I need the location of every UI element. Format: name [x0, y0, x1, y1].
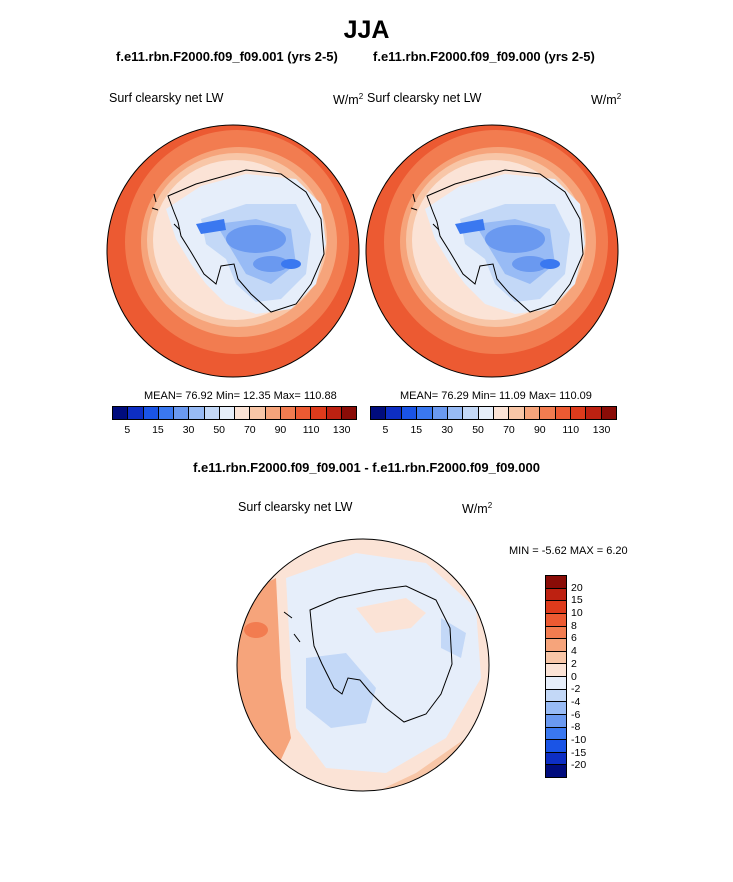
colorbar-tick-label: 4	[571, 645, 577, 658]
polar-map-diff	[236, 538, 490, 792]
panel-label-2: Surf clearsky net LW	[367, 91, 482, 105]
panel-label-1: Surf clearsky net LW	[109, 91, 224, 105]
colorbar-tick-label: 0	[571, 670, 577, 683]
colorbar-tick-label: 10	[571, 607, 583, 620]
colorbar-swatch	[546, 626, 566, 640]
colorbar-tick-label: -2	[571, 683, 581, 696]
colorbar-swatch	[174, 407, 190, 419]
colorbar-swatch	[311, 407, 327, 419]
colorbar-swatch	[235, 407, 251, 419]
colorbar-tick-label: -15	[571, 746, 587, 759]
colorbar-swatch	[555, 407, 571, 419]
colorbar-tick-label: 2	[571, 657, 577, 670]
colorbar-swatch	[326, 407, 342, 419]
colorbar-tick-label: -8	[571, 721, 581, 734]
colorbar-swatch	[546, 752, 566, 766]
polar-map-1	[106, 124, 360, 378]
units-1: W/m2	[333, 92, 364, 107]
colorbar-swatch	[463, 407, 479, 419]
colorbar-tick-label: -10	[571, 733, 587, 746]
colorbar-swatch	[341, 407, 356, 419]
colorbar-tick-label: 90	[274, 424, 287, 436]
colorbar-tick-label: 50	[472, 424, 484, 436]
colorbar-tick-label: 90	[533, 424, 546, 436]
colorbar-tick-label: 6	[571, 632, 577, 645]
case-title-2: f.e11.rbn.F2000.f09_f09.000 (yrs 2-5)	[373, 49, 595, 64]
colorbar-swatch	[540, 407, 556, 419]
colorbar-tick-label: 5	[124, 424, 131, 436]
colorbar-swatch	[296, 407, 312, 419]
colorbar-tick-label: 130	[592, 424, 611, 436]
colorbar-swatch	[524, 407, 541, 419]
colorbar-swatch	[546, 677, 566, 690]
colorbar-swatch	[546, 765, 566, 777]
colorbar-swatch	[189, 407, 205, 419]
colorbar-swatch	[546, 576, 566, 589]
colorbar-swatch	[546, 588, 566, 602]
colorbar-swatch	[546, 601, 566, 614]
colorbar-swatch	[128, 407, 144, 419]
polar-map-2	[365, 124, 619, 378]
colorbar-1	[112, 406, 357, 420]
colorbar-tick-label: 20	[571, 581, 583, 594]
colorbar-swatch	[417, 407, 433, 419]
colorbar-swatch	[143, 407, 159, 419]
colorbar-swatch	[546, 740, 566, 753]
colorbar-swatch	[447, 407, 464, 419]
colorbar-swatch	[494, 407, 510, 419]
colorbar-swatch	[546, 714, 566, 728]
colorbar-tick-label: -20	[571, 759, 587, 772]
colorbar-tick-label: -6	[571, 708, 581, 721]
colorbar-swatch	[570, 407, 587, 419]
colorbar-swatch	[204, 407, 220, 419]
colorbar-swatch	[546, 702, 566, 715]
colorbar-tick-label: 15	[152, 424, 164, 436]
colorbar-swatch	[601, 407, 616, 419]
diff-colorbar	[545, 575, 567, 778]
colorbar-swatch	[546, 727, 566, 741]
colorbar-swatch	[546, 689, 566, 703]
colorbar-swatch	[265, 407, 281, 419]
diff-units: W/m2	[462, 501, 493, 516]
colorbar-tick-label: -4	[571, 695, 581, 708]
colorbar-swatch	[546, 651, 566, 665]
figure-title: JJA	[343, 16, 390, 44]
stats-2: MEAN= 76.29 Min= 11.09 Max= 110.09	[400, 390, 592, 402]
colorbar-tick-label: 110	[562, 424, 580, 436]
colorbar-tick-label: 50	[213, 424, 226, 436]
colorbar-swatch	[113, 407, 129, 419]
colorbar-tick-label: 110	[302, 424, 320, 436]
colorbar-swatch	[432, 407, 448, 419]
colorbar-2	[370, 406, 617, 420]
colorbar-swatch	[386, 407, 402, 419]
colorbar-swatch	[371, 407, 387, 419]
colorbar-tick-label: 5	[382, 424, 389, 436]
colorbar-swatch	[546, 664, 566, 677]
colorbar-swatch	[546, 613, 566, 627]
colorbar-tick-label: 130	[332, 424, 351, 436]
colorbar-swatch	[509, 407, 525, 419]
colorbar-swatch	[478, 407, 494, 419]
diff-panel-label: Surf clearsky net LW	[238, 500, 353, 514]
diff-minmax: MIN = -5.62 MAX = 6.20	[509, 545, 628, 557]
units-2: W/m2	[591, 92, 622, 107]
colorbar-swatch	[219, 407, 235, 419]
colorbar-swatch	[401, 407, 418, 419]
colorbar-tick-label: 15	[410, 424, 423, 436]
colorbar-swatch	[280, 407, 296, 419]
colorbar-tick-label: 70	[243, 424, 256, 436]
colorbar-swatch	[250, 407, 266, 419]
stats-1: MEAN= 76.92 Min= 12.35 Max= 110.88	[144, 390, 337, 402]
colorbar-tick-label: 15	[571, 594, 583, 607]
colorbar-swatch	[586, 407, 602, 419]
case-title-1: f.e11.rbn.F2000.f09_f09.001 (yrs 2-5)	[116, 49, 338, 64]
colorbar-tick-label: 30	[441, 424, 454, 436]
diff-title: f.e11.rbn.F2000.f09_f09.001 - f.e11.rbn.…	[193, 460, 540, 475]
colorbar-swatch	[546, 639, 566, 652]
colorbar-tick-label: 30	[182, 424, 195, 436]
colorbar-tick-label: 70	[503, 424, 515, 436]
colorbar-swatch	[158, 407, 174, 419]
colorbar-tick-label: 8	[571, 619, 577, 632]
